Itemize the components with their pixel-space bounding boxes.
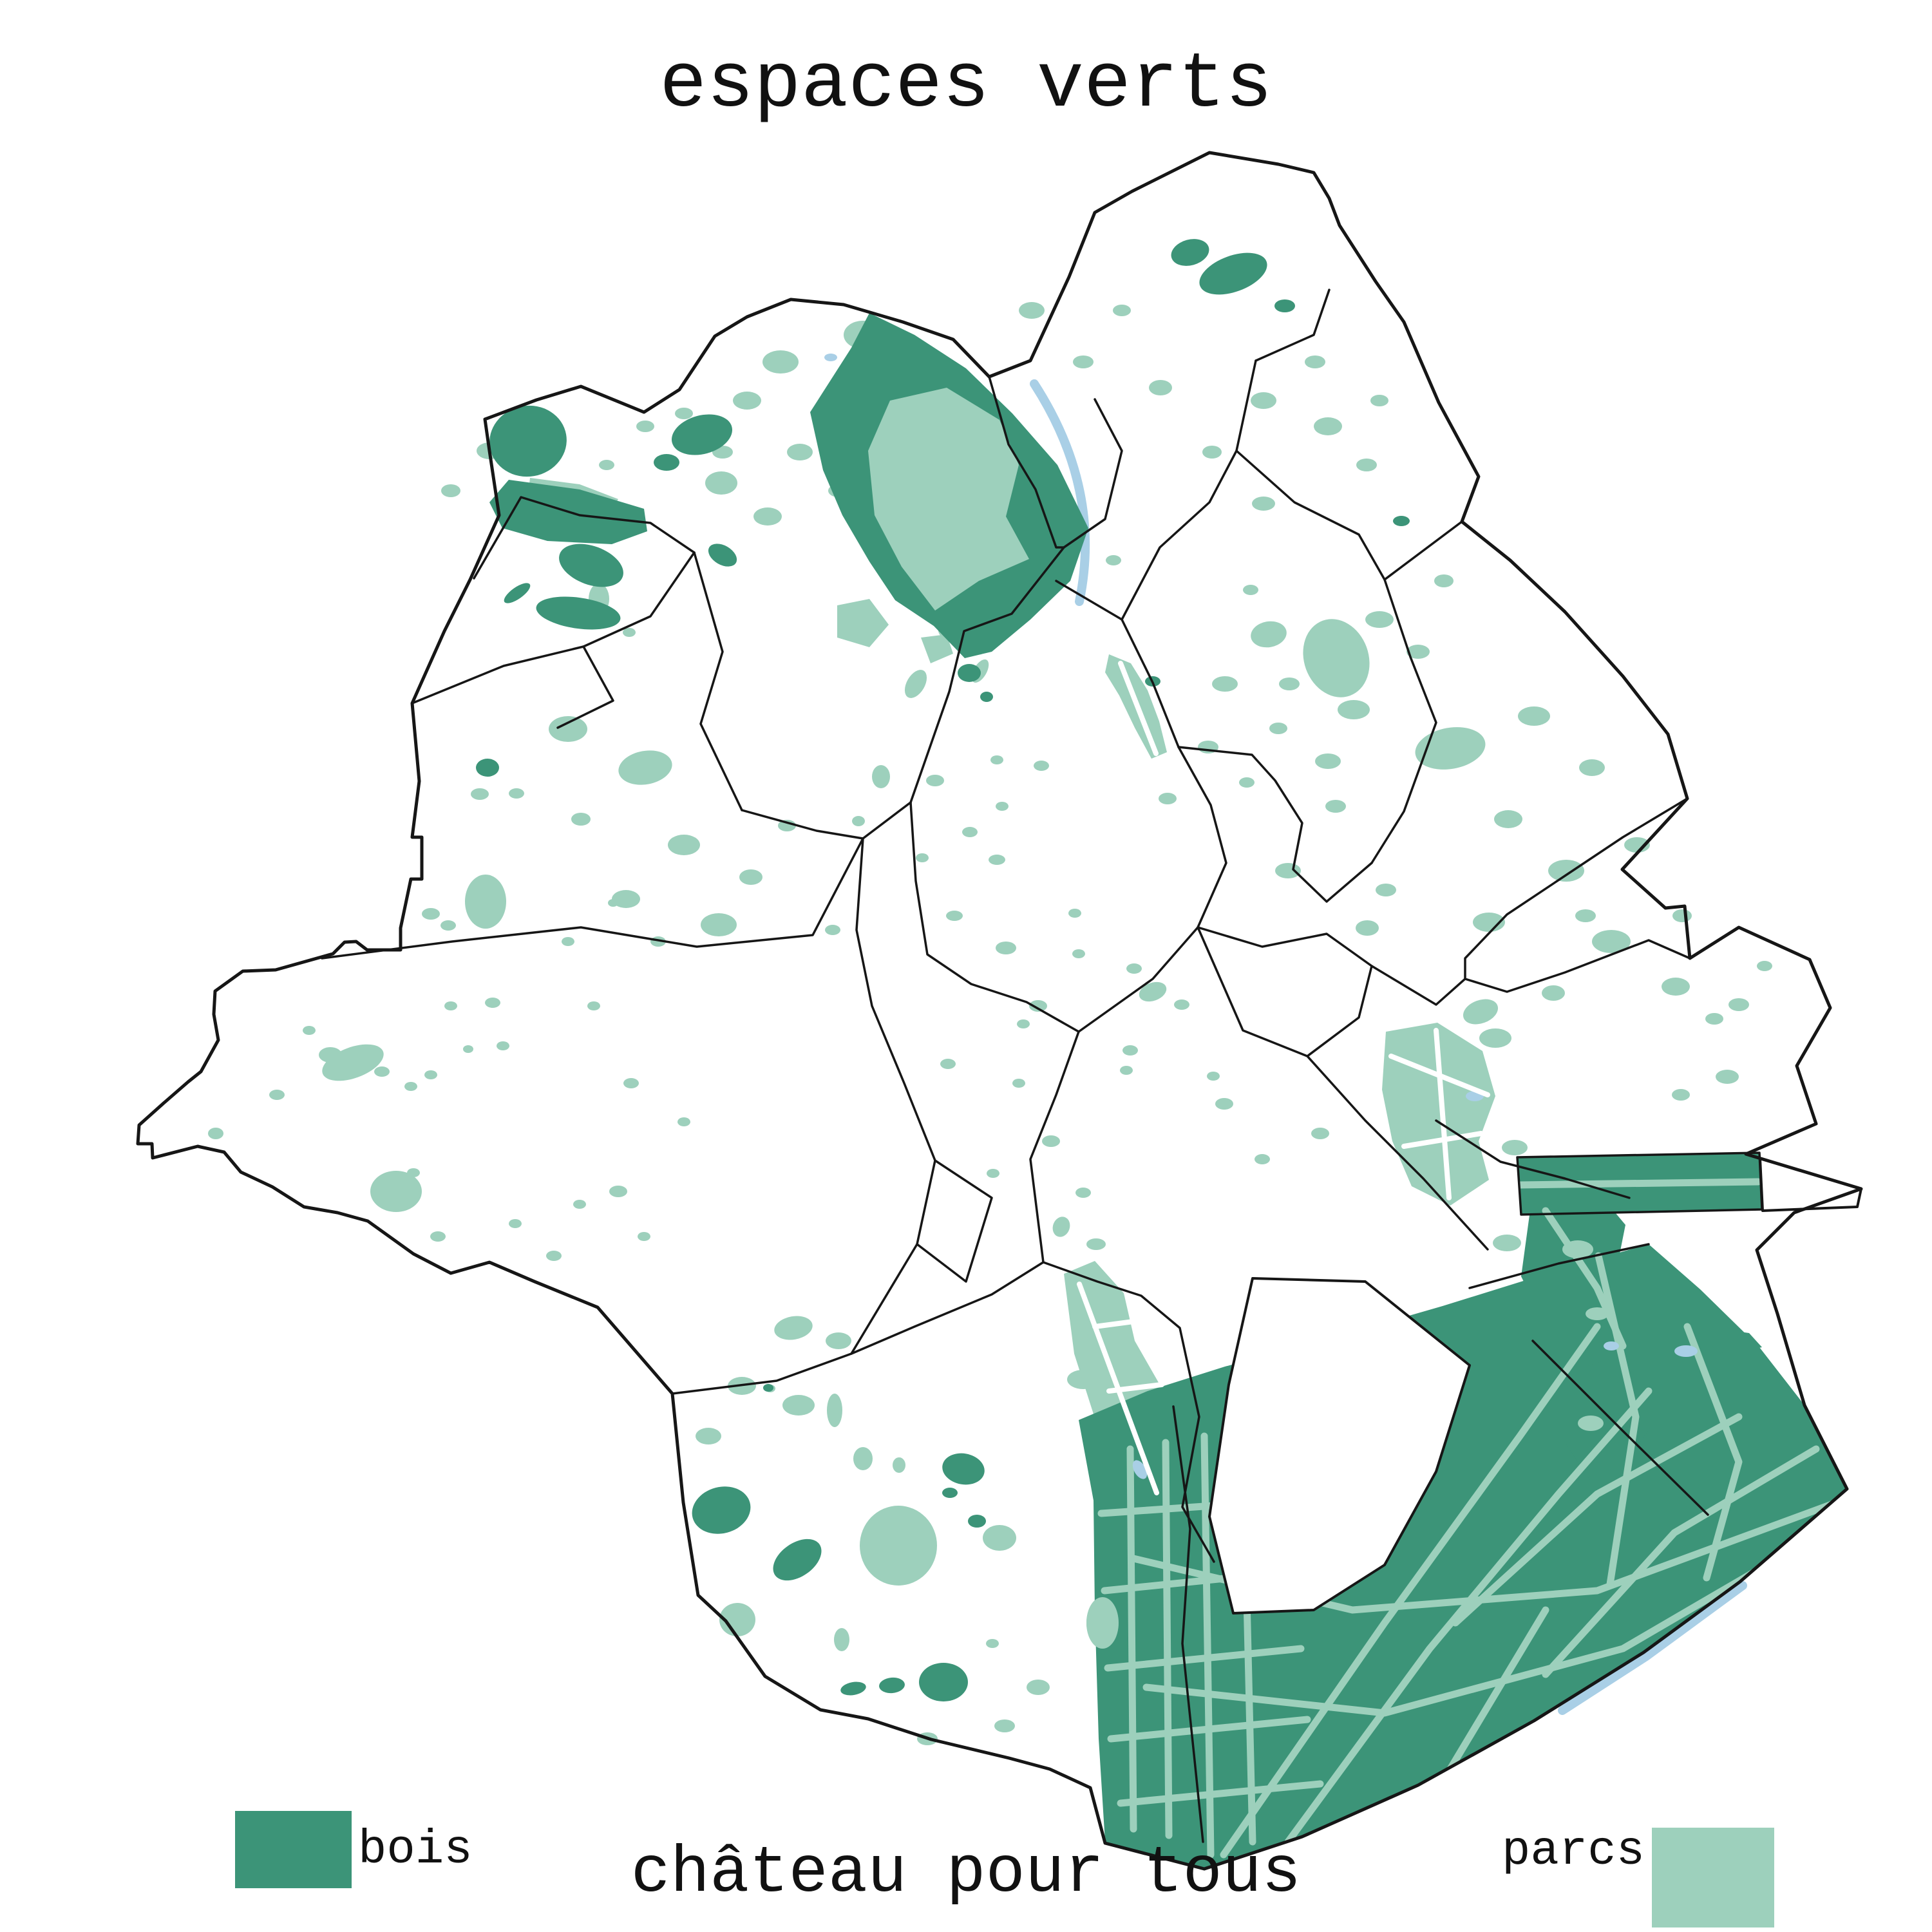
commune-borders-layer xyxy=(136,151,1863,1871)
page-title: espaces verts xyxy=(659,40,1273,129)
legend-center-text: château pour tous xyxy=(630,1836,1302,1911)
ponds-layer xyxy=(824,354,1698,1479)
forest-paths-layer xyxy=(1097,1178,1846,1859)
bois-legend-label: bois xyxy=(358,1823,473,1877)
parcs-legend-label: parcs xyxy=(1502,1824,1645,1879)
parcs-color-swatch xyxy=(1652,1828,1774,1927)
bois-color-swatch xyxy=(235,1811,352,1888)
urban-notches-layer xyxy=(1077,661,1862,1615)
water-edges xyxy=(1030,379,1747,1715)
